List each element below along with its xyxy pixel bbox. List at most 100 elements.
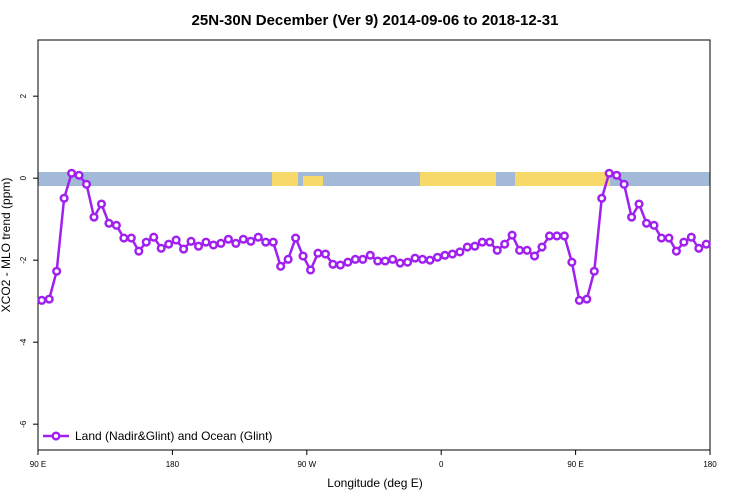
data-point <box>96 199 107 209</box>
data-line <box>41 171 707 302</box>
data-point <box>537 242 547 252</box>
data-point <box>358 254 368 264</box>
data-point <box>261 237 271 247</box>
land-strip <box>515 172 610 186</box>
data-point <box>52 266 62 276</box>
data-point <box>343 257 353 267</box>
data-point <box>268 237 278 247</box>
data-point <box>552 231 562 241</box>
data-point <box>134 246 144 256</box>
data-point <box>589 266 599 276</box>
data-point <box>694 243 704 253</box>
legend-label: Land (Nadir&Glint) and Ocean (Glint) <box>75 429 272 443</box>
x-tick-label: 180 <box>166 460 180 469</box>
data-point <box>485 237 495 247</box>
data-point <box>619 179 629 189</box>
x-tick-label: 180 <box>703 460 717 469</box>
data-point <box>515 245 525 255</box>
data-point <box>111 220 121 230</box>
data-point <box>634 199 644 209</box>
data-point <box>179 244 189 254</box>
data-point <box>559 231 569 241</box>
data-point <box>492 245 502 255</box>
data-point <box>126 233 136 243</box>
data-point <box>350 254 360 264</box>
data-point <box>671 246 681 256</box>
data-point <box>74 170 84 180</box>
x-tick-label: 0 <box>439 460 444 469</box>
x-tick-label: 90 E <box>30 460 46 469</box>
data-point <box>208 240 219 250</box>
x-tick-label: 90 E <box>567 460 583 469</box>
data-point <box>649 220 659 230</box>
x-tick-label: 90 W <box>297 460 316 469</box>
data-point <box>44 294 54 304</box>
data-point <box>507 230 517 240</box>
data-point <box>403 257 413 267</box>
data-point <box>455 247 465 257</box>
data-point <box>664 233 674 243</box>
data-point <box>186 236 196 246</box>
data-point <box>283 254 293 264</box>
data-point <box>470 241 480 251</box>
y-tick-label: -2 <box>19 256 28 264</box>
data-point <box>597 193 607 203</box>
data-point <box>305 265 316 275</box>
data-point <box>149 232 159 242</box>
data-point <box>67 168 77 178</box>
data-point <box>627 212 637 222</box>
data-point <box>119 233 129 243</box>
data-point <box>320 249 331 259</box>
y-tick-label: 2 <box>19 93 28 98</box>
data-point <box>246 236 256 246</box>
data-point <box>582 294 592 304</box>
data-point <box>440 250 450 260</box>
land-ocean-strip <box>38 172 710 186</box>
data-point <box>656 233 667 243</box>
plot-frame <box>37 39 711 451</box>
data-point <box>313 248 323 258</box>
data-point <box>388 254 398 264</box>
data-point <box>276 261 286 271</box>
data-point <box>686 232 696 242</box>
y-axis-label: XCO2 - MLO trend (ppm) <box>0 178 13 313</box>
data-point <box>335 260 345 270</box>
data-point <box>544 231 555 241</box>
data-point <box>522 245 532 255</box>
data-point <box>373 256 383 266</box>
x-axis-label: Longitude (deg E) <box>327 476 422 490</box>
data-point <box>612 170 622 180</box>
data-point <box>81 179 92 189</box>
data-point <box>641 218 652 228</box>
data-point <box>365 250 375 260</box>
data-point <box>193 241 204 251</box>
y-tick-label: -6 <box>19 420 28 428</box>
data-point <box>417 254 428 264</box>
data-point <box>223 234 233 244</box>
data-point <box>395 258 405 268</box>
data-point <box>201 237 211 247</box>
y-tick-label: 0 <box>19 175 28 180</box>
data-point <box>432 252 443 262</box>
data-point <box>328 259 338 269</box>
data-point <box>231 238 241 248</box>
data-point <box>500 239 510 249</box>
data-point <box>216 238 226 248</box>
legend-marker <box>51 431 61 441</box>
land-strip <box>303 176 323 186</box>
data-point <box>141 237 151 247</box>
data-point <box>701 239 711 249</box>
data-point <box>291 233 301 243</box>
data-point <box>462 242 472 252</box>
chart-title: 25N-30N December (Ver 9) 2014-09-06 to 2… <box>192 12 559 29</box>
data-point <box>104 218 114 228</box>
data-point <box>410 253 420 263</box>
data-point <box>164 239 174 249</box>
data-point <box>37 295 47 305</box>
data-point <box>156 243 166 253</box>
data-point <box>89 212 99 222</box>
data-point <box>574 295 584 305</box>
data-point <box>477 237 487 247</box>
data-point <box>298 251 308 261</box>
